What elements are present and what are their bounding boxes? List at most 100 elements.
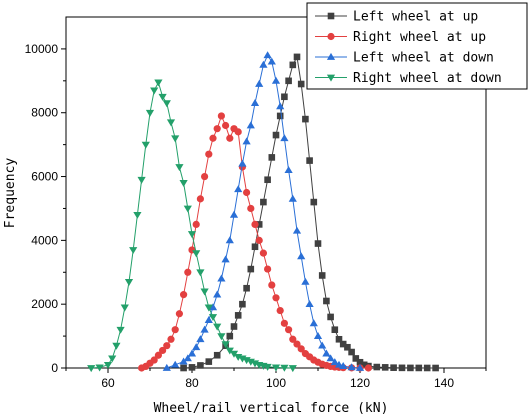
data-point: [289, 61, 297, 69]
data-point: [348, 348, 355, 356]
legend-marker: [327, 32, 335, 41]
data-point: [242, 137, 251, 145]
data-point: [163, 342, 171, 350]
y-tick-label: 0: [51, 361, 58, 375]
data-point: [323, 297, 330, 305]
data-point: [276, 102, 285, 110]
data-point: [271, 76, 281, 84]
data-point: [272, 294, 280, 302]
data-point: [268, 154, 276, 161]
data-point: [293, 340, 301, 348]
data-point: [356, 358, 364, 366]
x-tick-label: 100: [266, 376, 286, 390]
data-point: [289, 335, 297, 343]
data-point: [255, 221, 263, 228]
data-point: [179, 357, 188, 365]
data-point: [229, 210, 239, 218]
data-point: [213, 125, 221, 133]
data-point: [145, 109, 155, 117]
data-point: [259, 249, 267, 257]
data-point: [297, 80, 305, 88]
data-point: [200, 325, 209, 333]
data-point: [137, 176, 146, 184]
data-point: [297, 345, 305, 353]
data-point: [263, 51, 272, 59]
data-point: [213, 351, 221, 359]
legend-item: Right wheel at down: [315, 71, 502, 86]
data-point: [264, 176, 271, 184]
x-tick-label: 140: [434, 376, 454, 390]
data-point: [154, 79, 163, 87]
series-3: [162, 51, 365, 371]
data-point: [205, 150, 213, 158]
data-point: [423, 364, 431, 372]
data-point: [373, 363, 381, 371]
y-axis-ticks: 0 2000 4000 6000 8000 10000: [25, 42, 66, 375]
data-point: [187, 231, 197, 239]
legend-label: Left wheel at down: [353, 51, 494, 66]
data-point: [150, 87, 159, 95]
data-point: [276, 112, 284, 120]
x-axis-label: Wheel/rail vertical force (kN): [154, 401, 389, 416]
legend-marker: [327, 12, 335, 20]
y-tick-label: 10000: [25, 42, 59, 56]
data-point: [103, 361, 113, 369]
data-point: [250, 99, 260, 107]
data-point: [196, 335, 205, 343]
data-point: [267, 57, 276, 65]
data-point: [246, 121, 255, 129]
data-point: [314, 240, 322, 247]
data-point: [208, 314, 218, 322]
data-point: [318, 272, 326, 279]
data-point: [280, 319, 288, 327]
legend-label: Left wheel at up: [353, 10, 478, 25]
data-point: [166, 119, 176, 127]
data-point: [305, 300, 314, 308]
data-point: [171, 326, 179, 334]
data-point: [322, 349, 331, 357]
data-point: [124, 278, 134, 286]
data-point: [154, 351, 162, 359]
data-point: [196, 269, 205, 277]
data-point: [225, 236, 234, 244]
x-tick-label: 60: [101, 376, 115, 390]
data-point: [183, 354, 192, 362]
data-point: [255, 236, 263, 244]
data-point: [326, 354, 335, 362]
data-point: [213, 290, 222, 298]
data-point: [381, 364, 389, 371]
data-point: [264, 265, 272, 273]
data-point: [327, 313, 334, 321]
data-point: [302, 115, 309, 123]
data-point: [247, 265, 255, 273]
data-point: [335, 335, 343, 343]
data-point: [129, 247, 138, 255]
data-point: [229, 350, 239, 358]
data-point: [330, 358, 339, 366]
data-point: [167, 335, 175, 343]
data-point: [222, 121, 230, 130]
data-point: [344, 343, 351, 351]
data-point: [276, 306, 284, 315]
data-point: [184, 268, 192, 276]
data-point: [217, 333, 226, 341]
data-point: [175, 310, 183, 318]
data-point: [263, 363, 272, 371]
series-line: [91, 81, 293, 369]
data-point: [271, 364, 281, 372]
data-point: [204, 316, 213, 324]
data-point: [159, 346, 167, 355]
data-point: [141, 141, 150, 149]
data-point: [179, 180, 188, 188]
data-point: [285, 326, 293, 334]
data-point: [162, 363, 171, 371]
data-point: [208, 303, 218, 311]
data-point: [293, 53, 301, 61]
data-point: [221, 255, 230, 263]
data-point: [281, 93, 288, 101]
data-point: [205, 358, 213, 365]
y-tick-label: 2000: [31, 297, 58, 311]
legend: Left wheel at up Right wheel at up Left wh…: [306, 2, 528, 90]
data-point: [150, 356, 158, 364]
data-point: [234, 312, 242, 319]
